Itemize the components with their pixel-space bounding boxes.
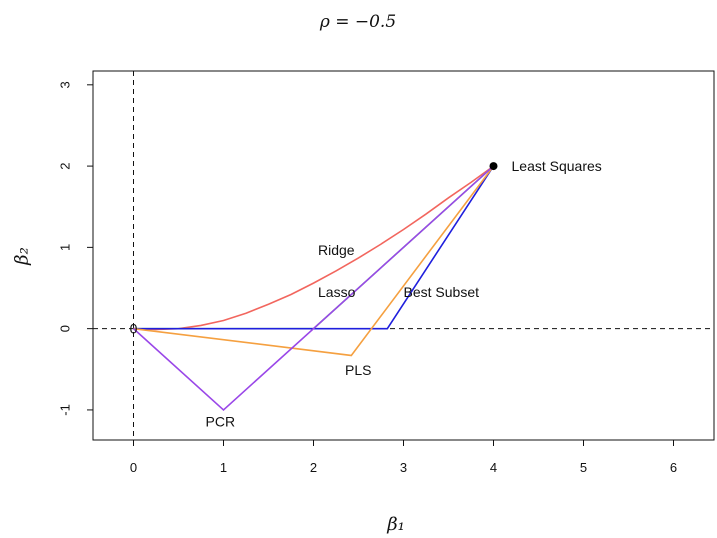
label-layer: ρ = −0.5 β₁ β₂ Ridge Lasso Best Subset PLS PCR L… <box>12 12 602 535</box>
x-tick-label: 0 <box>130 460 137 475</box>
x-tick-label: 3 <box>400 460 407 475</box>
plot-layer <box>93 71 714 440</box>
y-tick-label: 3 <box>57 81 72 88</box>
x-axis-label: β₁ <box>386 514 405 535</box>
y-tick-label: 2 <box>58 162 73 169</box>
origin-annotation: 0 <box>130 321 138 337</box>
y-tick-label: 0 <box>58 325 73 332</box>
y-axis-label: β₂ <box>12 247 33 266</box>
plot-frame <box>92 70 715 441</box>
series-label-pls: PLS <box>345 362 371 378</box>
chart-title: ρ = −0.5 <box>319 12 396 32</box>
series-line-ridge <box>133 165 494 331</box>
y-tick-label: -1 <box>58 404 73 416</box>
least-squares-point <box>489 162 498 171</box>
series-label-ridge: Ridge <box>318 242 355 258</box>
x-tick-label: 1 <box>220 460 227 475</box>
x-tick-label: 5 <box>580 460 587 475</box>
series-label-best-subset: Best Subset <box>404 284 480 300</box>
series-line-pls <box>133 165 495 357</box>
x-tick-label: 6 <box>670 460 677 475</box>
axis-layer: 0 1 2 3 4 5 6 -1 0 1 2 3 <box>57 81 677 475</box>
series-line-best-subset <box>133 165 495 330</box>
series-label-pcr: PCR <box>206 413 236 429</box>
y-tick-label: 1 <box>58 244 73 251</box>
x-tick-label: 4 <box>490 460 497 475</box>
series-line-pcr <box>132 165 495 412</box>
series-label-lasso: Lasso <box>318 284 356 300</box>
least-squares-label: Least Squares <box>512 158 602 174</box>
x-tick-label: 2 <box>310 460 317 475</box>
